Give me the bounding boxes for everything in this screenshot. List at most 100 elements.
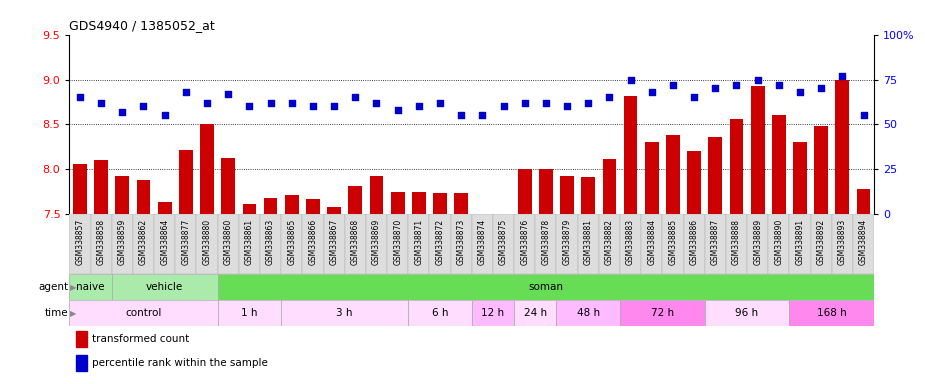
Bar bbox=[772, 116, 785, 384]
Bar bbox=[179, 150, 192, 384]
Text: GSM338891: GSM338891 bbox=[796, 219, 805, 265]
Point bbox=[242, 103, 257, 109]
Bar bbox=[285, 195, 299, 384]
Bar bbox=[302, 214, 324, 274]
Bar bbox=[472, 300, 514, 326]
Bar bbox=[705, 214, 726, 274]
Text: GSM338882: GSM338882 bbox=[605, 219, 614, 265]
Point bbox=[771, 82, 786, 88]
Text: naive: naive bbox=[76, 282, 105, 292]
Point bbox=[454, 113, 469, 119]
Text: 24 h: 24 h bbox=[524, 308, 547, 318]
Bar bbox=[598, 214, 620, 274]
Point bbox=[348, 94, 363, 101]
Bar bbox=[641, 214, 662, 274]
Bar bbox=[539, 169, 553, 384]
Bar bbox=[281, 214, 302, 274]
Bar bbox=[853, 214, 874, 274]
Text: 12 h: 12 h bbox=[481, 308, 504, 318]
Bar bbox=[620, 214, 641, 274]
Bar bbox=[324, 214, 345, 274]
Point bbox=[793, 89, 808, 95]
Text: GSM338884: GSM338884 bbox=[648, 219, 656, 265]
Bar bbox=[370, 175, 383, 384]
Point bbox=[517, 100, 532, 106]
Point bbox=[433, 100, 448, 106]
Bar bbox=[536, 214, 557, 274]
Text: 6 h: 6 h bbox=[432, 308, 449, 318]
Text: 3 h: 3 h bbox=[337, 308, 353, 318]
Text: GSM338894: GSM338894 bbox=[859, 219, 868, 265]
Bar bbox=[620, 300, 705, 326]
Bar bbox=[857, 189, 870, 384]
Text: GSM338881: GSM338881 bbox=[584, 219, 593, 265]
Bar bbox=[705, 300, 789, 326]
Bar bbox=[221, 158, 235, 384]
Text: GSM338871: GSM338871 bbox=[414, 219, 424, 265]
Point bbox=[115, 109, 130, 115]
Text: 72 h: 72 h bbox=[651, 308, 674, 318]
Text: vehicle: vehicle bbox=[146, 282, 183, 292]
Bar bbox=[557, 300, 620, 326]
Bar bbox=[200, 124, 214, 384]
Bar bbox=[514, 214, 536, 274]
Text: GDS4940 / 1385052_at: GDS4940 / 1385052_at bbox=[69, 19, 216, 32]
Point bbox=[686, 94, 701, 101]
Text: GSM338889: GSM338889 bbox=[753, 219, 762, 265]
Bar bbox=[366, 214, 387, 274]
Bar bbox=[602, 159, 616, 384]
Text: percentile rank within the sample: percentile rank within the sample bbox=[92, 358, 267, 368]
Text: GSM338878: GSM338878 bbox=[541, 219, 550, 265]
Bar bbox=[196, 214, 217, 274]
Bar bbox=[137, 180, 151, 384]
Point bbox=[729, 82, 744, 88]
Text: 1 h: 1 h bbox=[241, 308, 258, 318]
Bar bbox=[433, 193, 447, 384]
Text: ▶: ▶ bbox=[70, 283, 77, 292]
Point bbox=[157, 113, 172, 119]
Bar bbox=[662, 214, 684, 274]
Bar bbox=[645, 142, 659, 384]
Bar bbox=[158, 202, 171, 384]
Bar bbox=[408, 300, 472, 326]
Text: GSM338892: GSM338892 bbox=[817, 219, 826, 265]
Text: GSM338885: GSM338885 bbox=[669, 219, 677, 265]
Bar bbox=[69, 214, 91, 274]
Point bbox=[284, 100, 299, 106]
Point bbox=[221, 91, 236, 97]
Point bbox=[496, 103, 511, 109]
Bar bbox=[242, 204, 256, 384]
Bar bbox=[475, 216, 489, 384]
Bar bbox=[349, 185, 363, 384]
Bar bbox=[709, 137, 722, 384]
Bar bbox=[789, 214, 810, 274]
Text: GSM338890: GSM338890 bbox=[774, 219, 783, 265]
Point bbox=[708, 85, 722, 91]
Bar bbox=[133, 214, 154, 274]
Bar bbox=[217, 214, 239, 274]
Bar bbox=[217, 274, 874, 300]
Bar bbox=[810, 214, 832, 274]
Bar bbox=[390, 192, 404, 384]
Text: ▶: ▶ bbox=[70, 309, 77, 318]
Bar bbox=[472, 214, 493, 274]
Point bbox=[581, 100, 596, 106]
Bar bbox=[684, 214, 705, 274]
Bar bbox=[412, 192, 426, 384]
Bar bbox=[76, 331, 87, 347]
Bar bbox=[514, 300, 557, 326]
Bar bbox=[769, 214, 789, 274]
Bar bbox=[793, 142, 807, 384]
Bar bbox=[76, 355, 87, 371]
Bar bbox=[518, 169, 532, 384]
Bar bbox=[217, 300, 281, 326]
Bar bbox=[408, 214, 429, 274]
Bar bbox=[387, 214, 408, 274]
Text: GSM338875: GSM338875 bbox=[499, 219, 508, 265]
Bar bbox=[260, 214, 281, 274]
Point bbox=[369, 100, 384, 106]
Point bbox=[200, 100, 215, 106]
Text: GSM338870: GSM338870 bbox=[393, 219, 402, 265]
Bar bbox=[112, 274, 217, 300]
Point bbox=[72, 94, 87, 101]
